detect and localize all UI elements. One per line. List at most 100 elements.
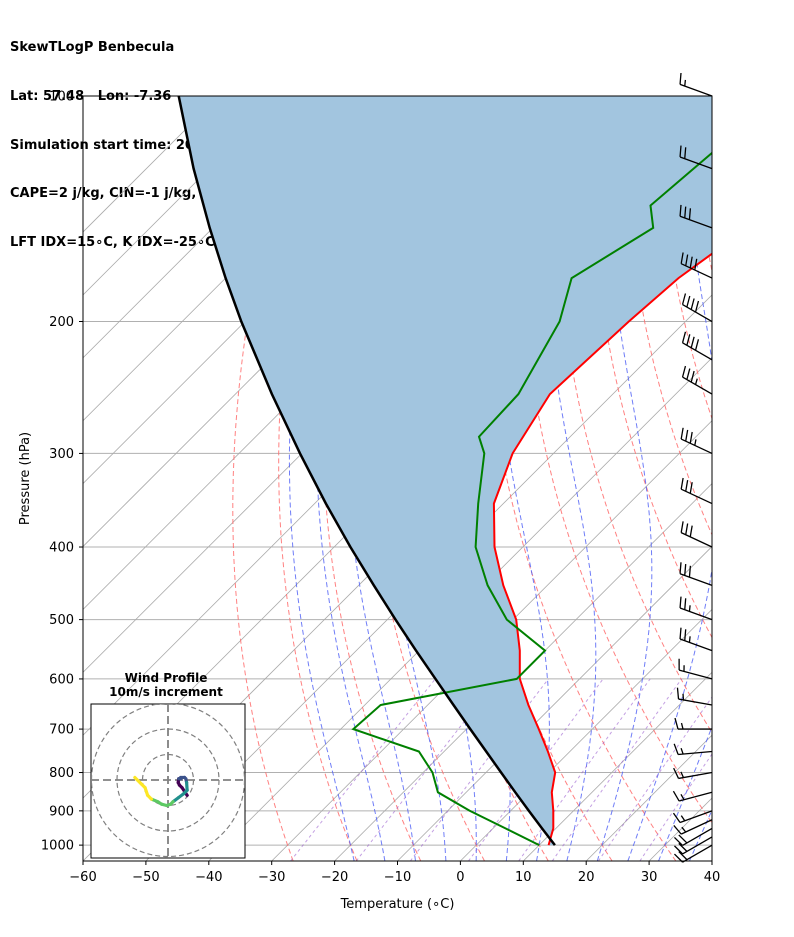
wind-barb-staff	[678, 750, 713, 756]
cape-cin-shading	[178, 96, 712, 846]
isotherm-line	[83, 96, 220, 233]
wind-barb	[673, 743, 713, 756]
wind-barb-flag	[673, 845, 684, 855]
wind-barb-staff	[680, 819, 713, 835]
wind-barb-flag	[676, 687, 680, 700]
wind-barb-staff	[679, 215, 713, 229]
y-tick-label: 1000	[41, 839, 74, 854]
hodograph-plot	[91, 704, 245, 858]
wind-barb	[673, 827, 713, 847]
wind-barb-flag	[680, 477, 684, 490]
y-tick-label: 700	[49, 723, 74, 738]
mixing-ratio-line	[290, 678, 436, 861]
wind-barb	[674, 717, 712, 730]
wind-barb-flag	[679, 596, 682, 609]
wind-barb-flag	[672, 790, 680, 802]
wind-barb-flag	[686, 368, 691, 380]
hodograph-trace	[133, 775, 143, 786]
wind-barb-flag	[686, 334, 691, 346]
dry-adiabat-line	[788, 96, 794, 861]
wind-barb-half-flag	[684, 79, 687, 87]
wind-barb-flag	[684, 598, 687, 610]
wind-barb-flag	[680, 427, 684, 440]
temperature-profile-line	[492, 252, 712, 846]
wind-barb-staff	[679, 607, 713, 621]
wind-barb-flag	[694, 258, 698, 271]
wind-barb-flag	[678, 851, 688, 861]
wind-barb-flag	[679, 562, 682, 574]
wind-barb	[681, 331, 713, 361]
wind-barb	[681, 293, 713, 323]
moist-adiabat-line	[288, 96, 355, 861]
wind-barb-flag	[678, 842, 688, 852]
wind-barb-flag	[678, 834, 688, 844]
wind-barb-flag	[673, 825, 682, 835]
moist-adiabat-line	[720, 96, 794, 861]
wind-barb	[679, 562, 713, 586]
wind-barb	[679, 596, 713, 621]
wind-barb	[681, 365, 713, 395]
wind-barb-half-flag	[688, 636, 691, 643]
dry-adiabat-line	[556, 96, 712, 734]
isotherm-line	[523, 671, 712, 861]
wind-barb-flag	[679, 72, 682, 85]
wind-barb-flag	[684, 206, 687, 219]
wind-barb	[679, 627, 713, 652]
station-coords: Lat: 57.48 Lon: -7.36	[10, 89, 172, 105]
wind-barb-flag	[684, 147, 687, 159]
dry-adiabat-line	[756, 96, 794, 861]
wind-barb-half-flag	[680, 771, 685, 778]
wind-barb-flag	[688, 565, 692, 578]
wind-barb-staff	[679, 573, 713, 586]
wind-barb-staff	[682, 303, 713, 323]
moist-adiabat-line	[658, 725, 712, 861]
wind-barb-flag	[694, 339, 700, 351]
wind-barb-flag	[690, 298, 695, 310]
wind-barb-staff	[682, 844, 713, 863]
mixing-ratio-line	[518, 678, 651, 861]
moist-adiabat-line	[344, 96, 416, 861]
wind-barb-staff	[680, 532, 713, 548]
x-tick-label: −30	[258, 870, 285, 885]
y-tick-label: 400	[49, 541, 74, 556]
y-tick-label: 600	[49, 672, 74, 687]
wind-barb-half-flag	[688, 605, 691, 612]
wind-barb	[680, 252, 713, 279]
wind-barb-flag	[673, 743, 679, 755]
x-tick-label: 30	[641, 870, 658, 885]
isotherm-line	[711, 860, 712, 861]
y-tick-label: 300	[49, 447, 74, 462]
wind-barb-flag	[685, 523, 689, 535]
wind-barb-flag	[679, 145, 682, 158]
wind-barb-half-flag	[694, 378, 698, 385]
isotherm-line	[145, 294, 712, 861]
wind-barb-staff	[679, 810, 713, 824]
wind-barb-flag	[679, 204, 682, 217]
wind-barb-flag	[681, 293, 687, 305]
wind-barb-flag	[684, 629, 687, 641]
dry-adiabat-line	[657, 96, 712, 421]
wind-barb	[680, 521, 713, 548]
moist-adiabat-line	[627, 96, 712, 861]
y-tick-label: 200	[49, 315, 74, 330]
wind-barb-half-flag	[680, 748, 684, 755]
station-title: SkewTLogP Benbecula	[10, 40, 175, 56]
wind-barb-half-flag	[681, 826, 687, 833]
dewpoint-profile-line	[351, 151, 712, 846]
x-axis-label: Temperature (∘C)	[340, 897, 455, 912]
x-tick-label: 10	[515, 870, 532, 885]
dry-adiabat-line	[590, 96, 712, 639]
wind-barb-flag	[680, 252, 684, 264]
wind-barb	[678, 658, 713, 680]
isotherm-line	[775, 96, 794, 861]
wind-barb-half-flag	[680, 794, 685, 801]
wind-barb-staff	[682, 342, 713, 361]
wind-barb-staff	[680, 488, 713, 505]
wind-barb-flag	[689, 482, 693, 494]
x-tick-label: −10	[384, 870, 411, 885]
wind-barb-flag	[685, 479, 689, 492]
wind-barb-staff	[679, 156, 713, 170]
y-tick-label: 100	[49, 90, 74, 105]
wind-barb	[679, 72, 713, 97]
